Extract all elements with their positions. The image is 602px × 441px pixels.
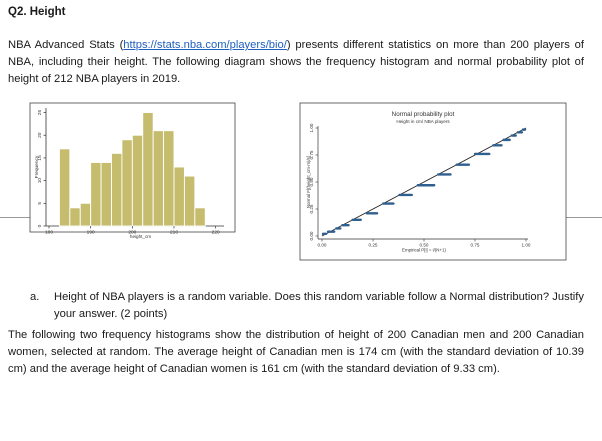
histogram-y-tick-label: 10 — [37, 178, 43, 184]
histogram-y-tick-label: 25 — [37, 110, 43, 116]
histogram-bar — [194, 207, 206, 227]
histogram-x-tick-label: 180 — [45, 230, 53, 236]
probability-plot-x-axis-title: Empirical P[i] = i/(N+1) — [402, 248, 446, 253]
probability-plot-title: Normal probability plot — [392, 111, 455, 118]
histogram-bar — [58, 148, 71, 227]
probability-plot-y-tick-label: 0.00 — [309, 231, 314, 240]
intro-text-before-link: NBA Advanced Stats ( — [8, 39, 124, 51]
probability-plot-y-tick-label: 0.75 — [309, 150, 314, 159]
probability-plot-x-tick-label: 0.75 — [471, 243, 480, 248]
probability-plot-x-tick-label: 1.00 — [522, 243, 531, 248]
histogram-x-axis-title: height_cm — [130, 234, 151, 239]
reference-line — [321, 127, 527, 237]
probability-plot-y-tick-label: 0.50 — [309, 177, 314, 186]
probability-plot-x-tick-label: 0.50 — [420, 243, 429, 248]
question-a-label: a. — [30, 291, 40, 303]
divider-left — [0, 217, 30, 218]
probability-plot-subtitle: Height in cm/ NBA players — [396, 119, 450, 124]
histogram-y-tick-label: 20 — [37, 132, 43, 138]
probability-plot-y-tick-label: 0.25 — [309, 204, 314, 213]
probability-plot-x-tick-label: 0.00 — [318, 243, 327, 248]
histogram-x-tick-label: 200 — [128, 230, 136, 236]
histogram-y-tick-label: 15 — [37, 155, 43, 161]
divider-right — [566, 217, 602, 218]
intro-text-after-link: ) presents different statistics on more … — [8, 39, 584, 85]
probability-plot-frame — [299, 102, 567, 261]
histogram-x-tick-label: 210 — [170, 230, 178, 236]
intro-paragraph: NBA Advanced Stats (https://stats.nba.co… — [8, 37, 584, 88]
histogram-y-tick-label: 5 — [37, 202, 43, 205]
question-heading: Q2. Height — [8, 6, 66, 18]
probability-plot-x-tick-label: 0.25 — [369, 243, 378, 248]
canadian-height-paragraph: The following two frequency histograms s… — [8, 329, 584, 375]
histogram-x-tick-label: 220 — [212, 230, 220, 236]
histogram-bar — [183, 175, 196, 227]
histogram-y-tick-label: 0 — [37, 224, 43, 227]
nba-stats-link[interactable]: https://stats.nba.com/players/bio/ — [123, 39, 287, 51]
probability-plot-y-tick-label: 1.00 — [309, 123, 314, 132]
histogram-y-axis-title: Frequency — [34, 155, 40, 178]
histogram-x-tick-label: 190 — [87, 230, 95, 236]
probability-plot-y-axis-title: Normal F[(height_cm-m)/s] — [306, 156, 311, 208]
question-a-text: Height of NBA players is a random variab… — [54, 291, 584, 320]
